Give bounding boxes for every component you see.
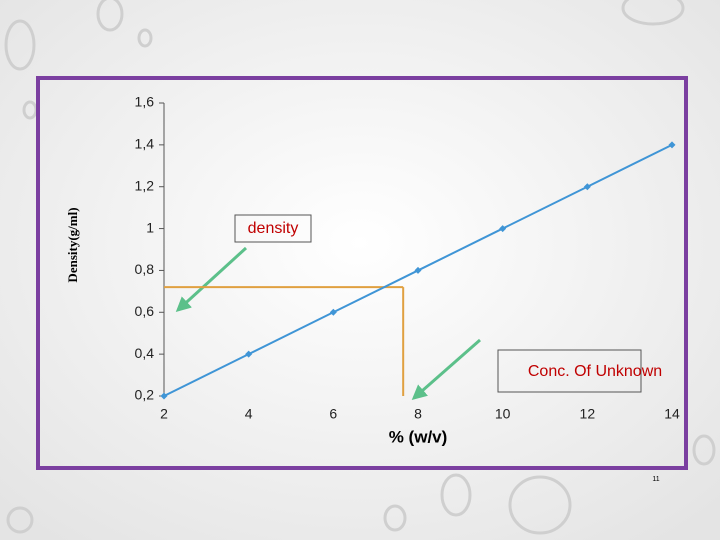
data-point: [245, 350, 253, 358]
arrow: [175, 246, 248, 313]
x-tick-label: 2: [160, 406, 168, 422]
x-tick-label: 12: [580, 406, 596, 422]
y-tick-label: 0,8: [135, 261, 155, 277]
y-tick-label: 1,2: [135, 177, 155, 193]
data-point: [583, 183, 591, 191]
data-point: [499, 225, 507, 233]
y-tick-label: 1,6: [135, 94, 155, 110]
legend-box: [234, 214, 312, 243]
x-tick-label: 6: [329, 406, 337, 422]
data-point: [329, 308, 337, 316]
arrow: [411, 338, 481, 400]
x-tick-label: 4: [245, 406, 253, 422]
y-tick-label: 0,4: [135, 345, 155, 361]
x-tick-label: 14: [664, 406, 680, 422]
y-tick-label: 1,4: [135, 136, 155, 152]
data-point: [160, 392, 168, 400]
y-axis-title: Density(g/ml): [65, 207, 80, 282]
x-tick-label: 8: [414, 406, 422, 422]
frame: [36, 76, 688, 470]
annotation: Conc. Of Unknown: [528, 363, 662, 380]
page-number: 11: [652, 476, 659, 483]
y-tick-label: 0,2: [135, 387, 155, 403]
x-tick-label: 10: [495, 406, 511, 422]
y-tick-label: 0,6: [135, 303, 155, 319]
legend-label: density: [248, 220, 299, 237]
y-tick-label: 1: [146, 219, 154, 235]
x-axis-title: % (w/v): [389, 427, 448, 446]
annotation-box: [497, 349, 642, 393]
data-point: [668, 141, 676, 149]
data-point: [414, 266, 422, 274]
